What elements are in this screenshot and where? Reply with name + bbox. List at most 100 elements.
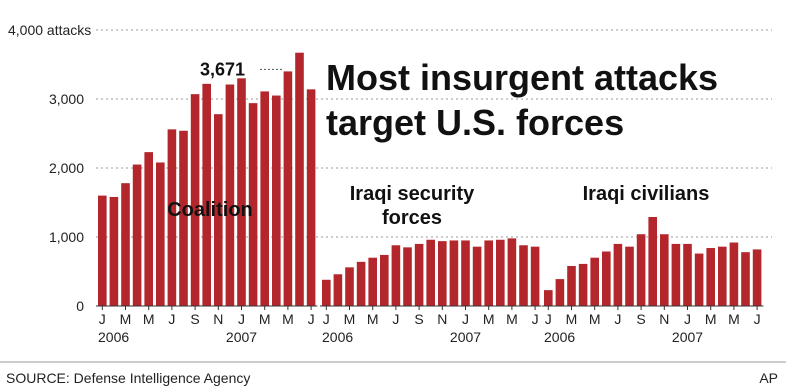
x-tick-label: M: [705, 311, 717, 327]
x-tick-label: M: [282, 311, 294, 327]
series-label: forces: [382, 207, 442, 229]
x-tick-label: M: [589, 311, 601, 327]
bar: [356, 261, 366, 306]
x-tick-label: M: [483, 311, 495, 327]
x-tick-label: J: [392, 311, 399, 327]
bar: [225, 84, 235, 306]
source-note: SOURCE: Defense Intelligence Agency: [6, 370, 250, 386]
bar: [414, 243, 424, 306]
bar: [426, 239, 435, 306]
x-tick-label: M: [506, 311, 518, 327]
x-tick-label: M: [566, 311, 578, 327]
bar: [660, 234, 669, 306]
bar: [248, 103, 258, 306]
x-tick-label: N: [213, 311, 223, 327]
series-label: Coalition: [167, 199, 253, 221]
bar: [449, 240, 459, 306]
x-tick-label: J: [238, 311, 245, 327]
x-tick-label: M: [367, 311, 379, 327]
bar: [555, 279, 565, 306]
bar: [519, 245, 528, 306]
bar: [706, 248, 715, 306]
bar: [179, 130, 188, 306]
bar: [333, 274, 343, 306]
x-tick-label: J: [323, 311, 330, 327]
bar: [544, 290, 553, 306]
bar: [403, 247, 412, 306]
x-tick-label: J: [614, 311, 621, 327]
bar: [260, 91, 269, 306]
year-label: 2006: [98, 329, 129, 345]
bar: [752, 249, 762, 306]
bar: [345, 267, 354, 306]
year-label: 2007: [672, 329, 703, 345]
bar: [283, 71, 293, 307]
bar: [590, 257, 599, 306]
bar: [132, 164, 142, 306]
y-tick-label: 0: [76, 298, 84, 314]
bar: [683, 243, 692, 306]
bar: [729, 242, 739, 306]
bar: [602, 251, 611, 306]
bar: [625, 246, 634, 306]
bar: [567, 265, 576, 306]
bar: [109, 196, 119, 306]
x-tick-label: M: [344, 311, 356, 327]
x-tick-label: N: [437, 311, 447, 327]
x-tick-label: M: [728, 311, 740, 327]
x-tick-label: J: [754, 311, 761, 327]
year-label: 2006: [322, 329, 353, 345]
x-tick-label: J: [168, 311, 175, 327]
x-tick-label: S: [636, 311, 645, 327]
x-tick-label: M: [143, 311, 155, 327]
bar: [144, 152, 153, 306]
x-tick-label: J: [684, 311, 691, 327]
series-iraqi-security-forces: [322, 238, 540, 306]
bar: [671, 243, 681, 306]
bar: [202, 83, 211, 306]
year-label: 2006: [544, 329, 575, 345]
bar: [167, 129, 177, 306]
y-tick-label: 3,000: [49, 91, 84, 107]
y-tick-label: 4,000 attacks: [8, 22, 91, 38]
x-tick-label: J: [99, 311, 106, 327]
bar: [121, 183, 130, 306]
credit: AP: [759, 370, 778, 386]
chart-title-line-2: target U.S. forces: [326, 102, 624, 143]
bar: [472, 246, 482, 306]
bar: [507, 238, 517, 306]
bar: [438, 241, 447, 306]
y-tick-label: 1,000: [49, 229, 84, 245]
bar: [718, 246, 727, 306]
series-label: Iraqi civilians: [583, 183, 710, 205]
bar: [484, 240, 493, 306]
bar: [272, 95, 281, 306]
y-tick-label: 2,000: [49, 160, 84, 176]
bar: [295, 52, 304, 306]
x-tick-label: N: [659, 311, 669, 327]
bar: [98, 195, 107, 306]
year-label: 2007: [450, 329, 481, 345]
x-tick-label: S: [190, 311, 199, 327]
bar: [530, 246, 540, 306]
x-tick-label: J: [462, 311, 469, 327]
x-tick-label: J: [532, 311, 539, 327]
x-tick-label: J: [545, 311, 552, 327]
series-label: Iraqi security: [350, 183, 475, 205]
x-tick-label: J: [308, 311, 315, 327]
bar: [496, 239, 505, 306]
bar: [380, 254, 389, 306]
x-tick-label: M: [259, 311, 271, 327]
year-label: 2007: [226, 329, 257, 345]
bars: [98, 52, 762, 307]
bar: [368, 257, 377, 306]
bar: [694, 253, 704, 306]
bar: [648, 216, 657, 306]
annotation-label: 3,671: [200, 59, 245, 79]
bar: [190, 94, 200, 306]
series-iraqi-civilians: [544, 216, 762, 306]
